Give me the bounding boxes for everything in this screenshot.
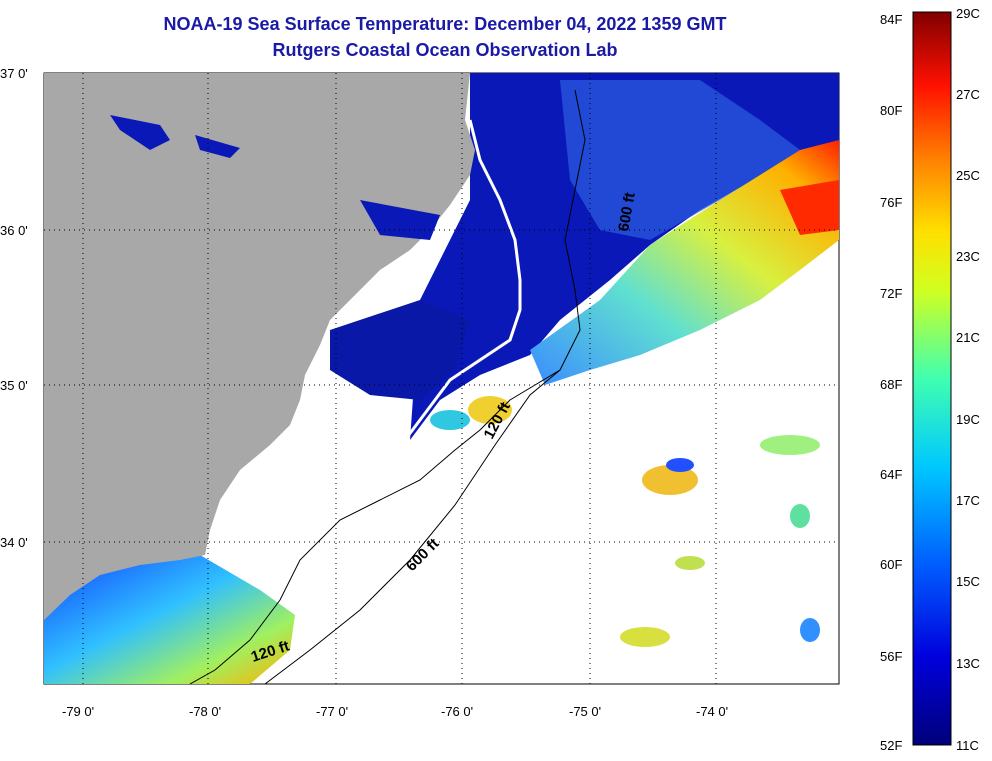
celsius-label: 29C	[956, 6, 980, 21]
lat-label: 34 0'	[0, 535, 28, 550]
fahrenheit-label: 80F	[880, 103, 902, 118]
fahrenheit-label: 56F	[880, 649, 902, 664]
gulf-stream-warm-band	[530, 140, 839, 385]
celsius-label: 11C	[956, 738, 979, 753]
lon-label: -78 0'	[189, 704, 221, 719]
fahrenheit-label: 64F	[880, 467, 902, 482]
fahrenheit-label: 84F	[880, 12, 902, 27]
lat-label: 36 0'	[0, 223, 28, 238]
celsius-label: 25C	[956, 168, 980, 183]
outer-banks	[403, 119, 522, 441]
warm-patch	[675, 556, 705, 570]
celsius-label: 15C	[956, 574, 980, 589]
color-scale-bar	[912, 11, 952, 746]
celsius-label: 21C	[956, 330, 980, 345]
celsius-label: 27C	[956, 87, 980, 102]
contour-600ft	[264, 89, 586, 684]
fahrenheit-scale: 84F 80F 76F 72F 68F 64F 60F 56F 52F	[880, 12, 902, 753]
southwest-coastal-water	[44, 555, 295, 684]
fahrenheit-label: 76F	[880, 195, 902, 210]
cool-patch	[666, 458, 694, 472]
graticule	[44, 73, 839, 684]
map-subtitle: Rutgers Coastal Ocean Observation Lab	[272, 40, 618, 60]
lon-label: -79 0'	[62, 704, 94, 719]
fahrenheit-label: 60F	[880, 557, 902, 572]
warm-patch	[620, 627, 670, 647]
lon-label: -77 0'	[316, 704, 348, 719]
warmest-water	[780, 180, 839, 235]
fahrenheit-label: 68F	[880, 377, 902, 392]
lon-label: -75 0'	[569, 704, 601, 719]
warm-patch	[790, 504, 810, 528]
lon-label: -74 0'	[696, 704, 728, 719]
celsius-label: 19C	[956, 412, 980, 427]
contour-120ft	[189, 369, 561, 684]
celsius-scale: 29C 27C 25C 23C 21C 19C 17C 15C 13C 11C	[956, 6, 980, 753]
warm-patch	[468, 396, 512, 424]
cool-patch	[800, 618, 820, 642]
celsius-label: 17C	[956, 493, 980, 508]
celsius-label: 23C	[956, 249, 980, 264]
cool-patch	[430, 410, 470, 430]
inland-water	[110, 115, 170, 150]
lat-label: 35 0'	[0, 378, 28, 393]
pamlico-sound	[330, 300, 470, 400]
fahrenheit-label: 72F	[880, 286, 902, 301]
contour-label: 600 ft	[615, 191, 639, 233]
warm-patch	[760, 435, 820, 455]
map-title: NOAA-19 Sea Surface Temperature: Decembe…	[163, 14, 727, 34]
lat-label: 37 0'	[0, 66, 28, 81]
fahrenheit-label: 52F	[880, 738, 902, 753]
inland-water	[195, 135, 240, 158]
lon-label: -76 0'	[441, 704, 473, 719]
celsius-label: 13C	[956, 656, 980, 671]
cool-water-plume	[560, 80, 800, 240]
warm-patch	[642, 465, 698, 495]
